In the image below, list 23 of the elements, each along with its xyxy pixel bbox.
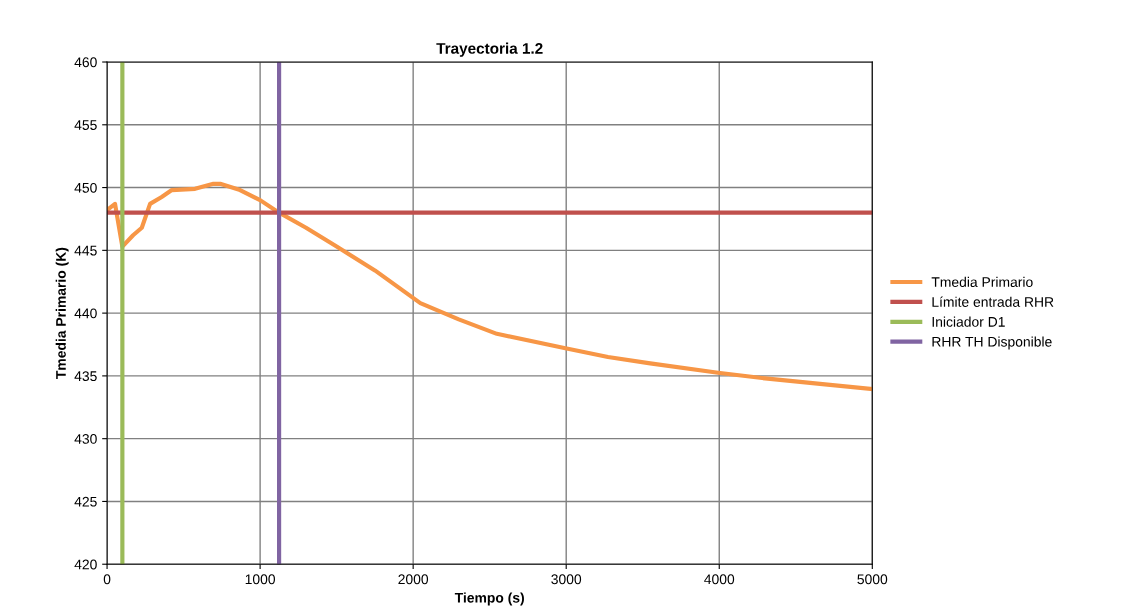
x-tick-label: 5000 [857, 574, 888, 585]
y-tick-label: 420 [74, 559, 97, 570]
y-tick-label: 430 [74, 434, 97, 444]
chart-title: Trayectoria 1.2 [436, 42, 543, 57]
y-axis-title: Tmedia Primario (K) [55, 247, 69, 379]
legend-label: Límite entrada RHR [932, 296, 1054, 307]
legend-label: Tmedia Primario [931, 276, 1033, 288]
x-tick-label: 2000 [398, 574, 429, 585]
x-tick-label: 0 [103, 574, 111, 585]
y-tick-label: 435 [74, 371, 97, 382]
line-series [107, 181, 873, 392]
y-tick-label: 455 [74, 120, 97, 130]
y-tick-label: 440 [74, 308, 97, 319]
x-tick-label: 3000 [551, 574, 582, 585]
x-tick-label: 4000 [704, 574, 735, 585]
y-tick-label: 460 [74, 57, 97, 68]
legend-label: RHR TH Disponible [932, 336, 1052, 350]
x-axis-title: Tiempo (s) [454, 592, 524, 606]
y-tick-label: 445 [74, 245, 97, 256]
y-tick-label: 425 [74, 496, 97, 507]
x-tick-label: 1000 [245, 574, 276, 585]
y-tick-label: 450 [74, 182, 97, 193]
legend-label: Iniciador D1 [932, 316, 1005, 327]
